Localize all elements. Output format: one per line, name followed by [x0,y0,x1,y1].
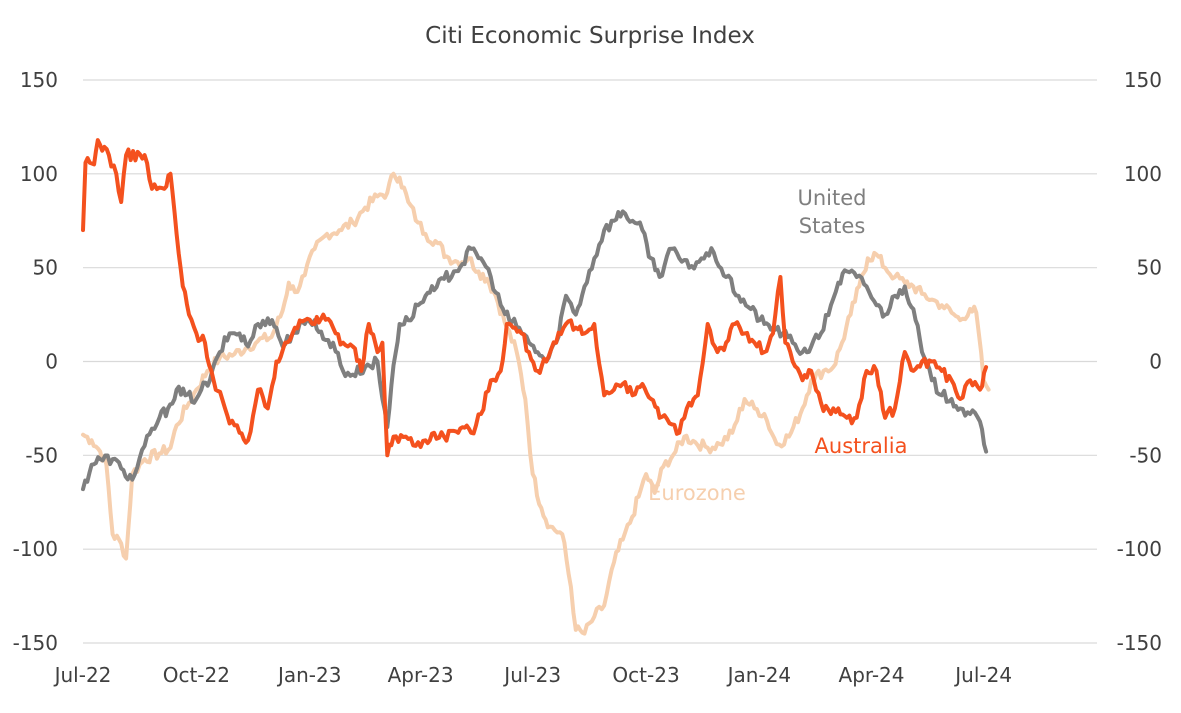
y-tick-label-left: 100 [20,162,58,186]
series-line-united-states [81,209,989,492]
y-tick-label-right: 50 [1137,256,1162,280]
y-tick-label-right: -100 [1117,537,1162,561]
y-axis-left: 150 100 50 0 -50 -100 -150 [13,68,58,655]
x-tick-label: Jan-24 [726,663,792,687]
y-tick-label-left: -150 [13,631,58,655]
series-label-eurozone: Eurozone [648,481,746,505]
y-tick-label-right: 0 [1149,350,1162,374]
grid-layer [83,79,1097,644]
x-tick-label: Jan-23 [276,663,342,687]
x-tick-label: Apr-24 [839,663,905,687]
series-label-united-states: United States [798,186,867,238]
y-tick-label-right: 100 [1124,162,1162,186]
x-tick-label: Oct-23 [612,663,679,687]
x-tick-label: Jul-24 [953,663,1012,687]
series-layer [81,138,991,636]
y-tick-label-left: 0 [45,350,58,374]
series-line-australia [81,138,989,458]
y-tick-label-right: -50 [1129,443,1162,467]
series-labels: United States Australia Eurozone [648,186,907,505]
x-tick-label: Jul-23 [502,663,561,687]
x-axis: Jul-22 Oct-22 Jan-23 Apr-23 Jul-23 Oct-23 Jan-… [53,663,1012,687]
y-tick-label-right: 150 [1124,68,1162,92]
series-label-australia: Australia [815,434,908,458]
x-tick-label: Apr-23 [388,663,454,687]
y-tick-label-left: 50 [33,256,58,280]
x-tick-label: Oct-22 [163,663,230,687]
y-tick-label-left: -50 [25,443,58,467]
series-line-eurozone [81,171,991,636]
x-tick-label: Jul-22 [53,663,112,687]
y-tick-label-right: -150 [1117,631,1162,655]
y-tick-label-left: -100 [13,537,58,561]
y-axis-right: 150 100 50 0 -50 -100 -150 [1117,68,1162,655]
y-tick-label-left: 150 [20,68,58,92]
chart-title: Citi Economic Surprise Index [425,23,755,49]
